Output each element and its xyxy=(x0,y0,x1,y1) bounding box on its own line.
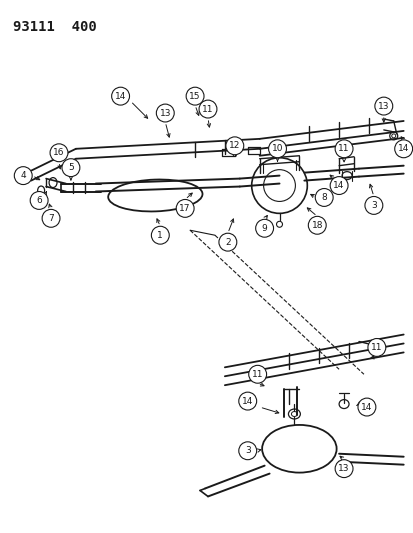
Text: 15: 15 xyxy=(189,92,200,101)
Circle shape xyxy=(367,338,385,357)
Circle shape xyxy=(330,176,347,195)
Text: 14: 14 xyxy=(397,144,408,154)
Text: 9: 9 xyxy=(261,224,267,233)
Circle shape xyxy=(335,459,352,478)
Text: 18: 18 xyxy=(311,221,322,230)
Circle shape xyxy=(156,104,174,122)
Text: 11: 11 xyxy=(202,104,213,114)
Text: 93111  400: 93111 400 xyxy=(13,20,97,34)
Text: 10: 10 xyxy=(271,144,282,154)
Text: 14: 14 xyxy=(242,397,253,406)
Circle shape xyxy=(62,159,80,176)
Circle shape xyxy=(238,392,256,410)
Text: 14: 14 xyxy=(361,402,372,411)
Text: 5: 5 xyxy=(68,163,74,172)
Text: 2: 2 xyxy=(225,238,230,247)
Text: 11: 11 xyxy=(370,343,382,352)
Text: 13: 13 xyxy=(337,464,349,473)
Text: 16: 16 xyxy=(53,148,64,157)
Circle shape xyxy=(394,140,412,158)
Circle shape xyxy=(199,100,216,118)
Text: 3: 3 xyxy=(244,446,250,455)
Circle shape xyxy=(374,97,392,115)
Circle shape xyxy=(225,137,243,155)
Text: 17: 17 xyxy=(179,204,190,213)
Circle shape xyxy=(112,87,129,105)
Circle shape xyxy=(218,233,236,251)
Circle shape xyxy=(238,442,256,459)
Circle shape xyxy=(176,199,194,217)
Text: 14: 14 xyxy=(115,92,126,101)
Circle shape xyxy=(30,191,48,209)
Circle shape xyxy=(308,216,325,234)
Text: 11: 11 xyxy=(337,144,349,154)
Circle shape xyxy=(268,140,286,158)
Text: 6: 6 xyxy=(36,196,42,205)
Circle shape xyxy=(151,227,169,244)
Text: 1: 1 xyxy=(157,231,163,240)
Text: 11: 11 xyxy=(251,370,263,379)
Circle shape xyxy=(364,197,382,214)
Circle shape xyxy=(14,167,32,184)
Text: 13: 13 xyxy=(377,102,389,110)
Text: 4: 4 xyxy=(20,171,26,180)
Text: 8: 8 xyxy=(320,193,326,202)
Circle shape xyxy=(255,219,273,237)
Circle shape xyxy=(42,209,60,227)
Text: 12: 12 xyxy=(228,141,240,150)
Circle shape xyxy=(335,140,352,158)
Text: 7: 7 xyxy=(48,214,54,223)
Circle shape xyxy=(357,398,375,416)
Circle shape xyxy=(248,365,266,383)
Circle shape xyxy=(186,87,204,105)
Text: 13: 13 xyxy=(159,109,171,118)
Text: 3: 3 xyxy=(370,201,376,210)
Circle shape xyxy=(50,144,68,161)
Text: 14: 14 xyxy=(332,181,344,190)
Circle shape xyxy=(315,189,332,206)
